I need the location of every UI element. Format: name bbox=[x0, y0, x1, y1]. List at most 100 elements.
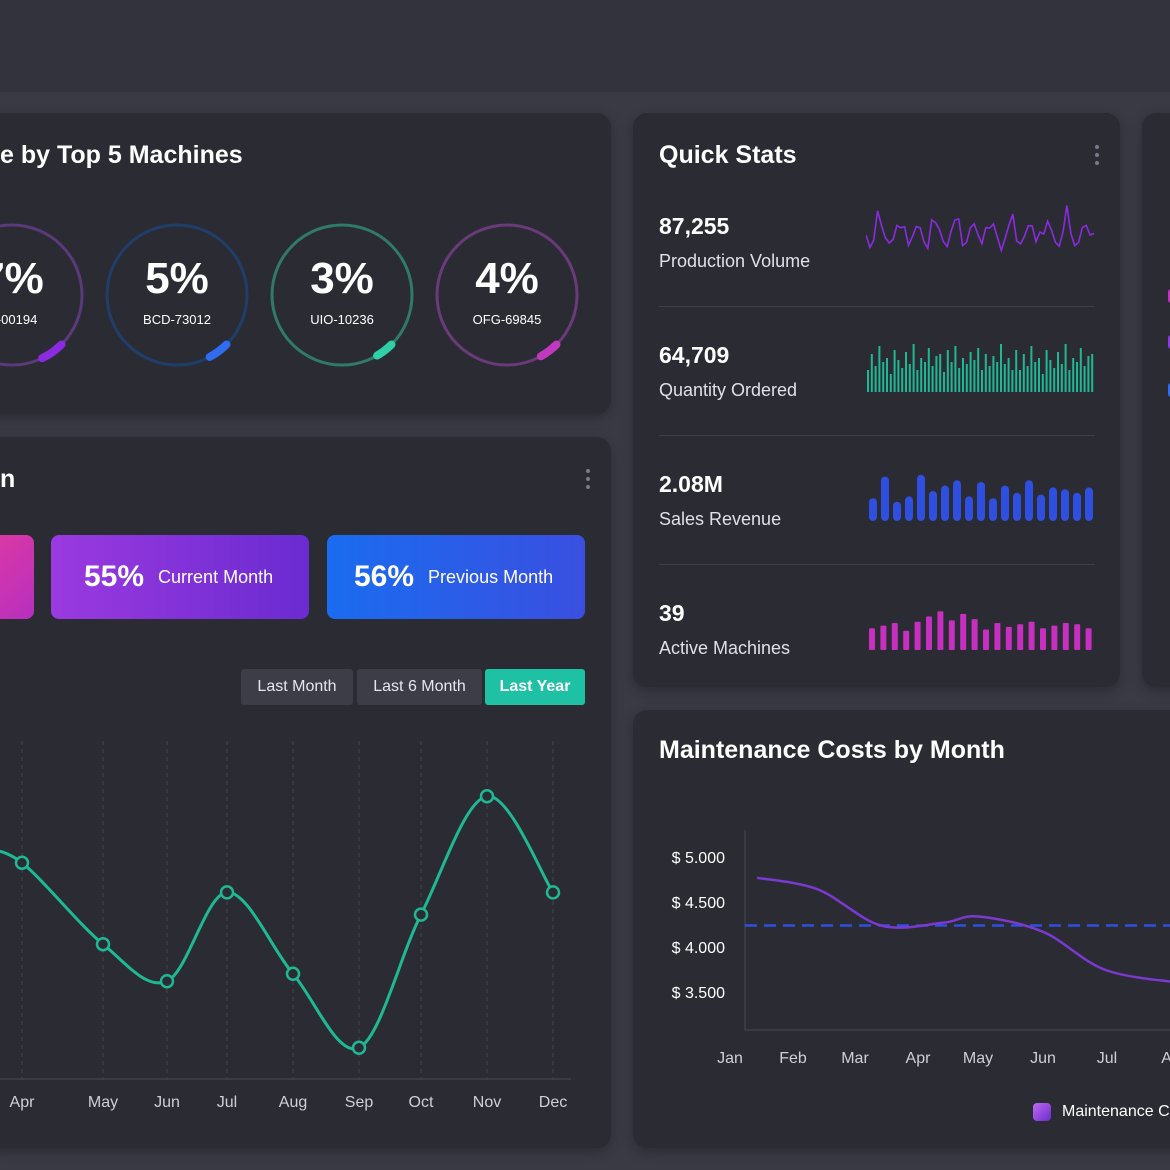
sparkline-bar bbox=[958, 368, 961, 392]
partial-marker-2 bbox=[1168, 335, 1170, 349]
sparkline-bar bbox=[943, 372, 945, 392]
sparkline-bar bbox=[1049, 487, 1057, 521]
sparkline-bar bbox=[969, 352, 972, 392]
trend-point bbox=[14, 855, 30, 871]
sparkline-bar bbox=[1000, 344, 1002, 392]
sparkline-bar bbox=[1083, 366, 1086, 392]
maintenance-x-tick: Apr bbox=[906, 1050, 932, 1067]
pill-current-label: Current Month bbox=[158, 566, 274, 587]
quick-stat-label: Quantity Ordered bbox=[659, 380, 798, 400]
sparkline-bar bbox=[1011, 370, 1014, 392]
quick-stat-sparkline bbox=[867, 344, 1094, 392]
sparkline-bar bbox=[1041, 374, 1044, 392]
sparkline-bar bbox=[996, 362, 999, 392]
trend-x-tick: Dec bbox=[539, 1094, 567, 1111]
trend-x-tick: Jun bbox=[154, 1094, 180, 1111]
sparkline-bar bbox=[1073, 492, 1081, 521]
trend-card: n 55% Current Month 56% Previous Month L… bbox=[0, 437, 611, 1148]
sparkline-bar bbox=[1003, 364, 1006, 392]
sparkline-bar bbox=[1061, 489, 1069, 521]
quick-stats-title: Quick Stats bbox=[659, 141, 797, 169]
sparkline-bar bbox=[917, 474, 925, 521]
sparkline-bar bbox=[929, 491, 937, 521]
trend-point bbox=[413, 907, 429, 922]
sparkline-bar bbox=[953, 480, 961, 521]
sparkline-bar bbox=[1051, 625, 1058, 650]
range-last-year[interactable]: Last Year bbox=[485, 669, 585, 705]
maintenance-x-tick: Mar bbox=[841, 1050, 869, 1067]
maintenance-y-tick: $ 5.000 bbox=[672, 850, 725, 867]
pill-current-month[interactable]: 55% Current Month bbox=[51, 535, 309, 619]
quick-stat-label: Sales Revenue bbox=[659, 509, 782, 529]
sparkline-bar bbox=[870, 354, 873, 392]
sparkline-bar bbox=[924, 362, 926, 392]
sparkline-bar bbox=[874, 366, 877, 392]
machine-ring-3: 3% UIO-10236 bbox=[267, 220, 417, 370]
maintenance-x-tick: Jan bbox=[717, 1050, 743, 1067]
quick-stat-sparkline bbox=[869, 611, 1092, 650]
trend-x-tick: Oct bbox=[409, 1094, 434, 1111]
sparkline-bar bbox=[988, 366, 991, 392]
maintenance-x-tick: May bbox=[963, 1050, 993, 1067]
quick-stat-value: 87,255 bbox=[659, 213, 730, 239]
machine-ring-4: 4% OFG-69845 bbox=[432, 220, 582, 370]
sparkline-bar bbox=[1038, 358, 1040, 392]
machines-card: e by Top 5 Machines 7% Q-00194 5% BCD-73012… bbox=[0, 113, 611, 414]
sparkline-bar bbox=[1074, 624, 1081, 650]
sparkline-bar bbox=[1017, 624, 1024, 650]
sparkline-bar bbox=[1064, 344, 1067, 392]
sparkline-bar bbox=[983, 629, 989, 650]
sparkline-bar bbox=[878, 346, 881, 392]
sparkline-bar bbox=[1045, 350, 1048, 392]
machine-ring-id: BCD-73012 bbox=[143, 312, 211, 327]
quick-stat-sparkline bbox=[866, 205, 1095, 254]
machine-ring-id: UIO-10236 bbox=[310, 312, 374, 327]
sparkline-bar bbox=[869, 628, 875, 650]
trend-x-tick: May bbox=[88, 1094, 118, 1111]
machine-ring-value: 7% bbox=[0, 254, 44, 303]
partial-marker-3 bbox=[1168, 383, 1170, 397]
trend-menu-icon[interactable] bbox=[586, 469, 590, 489]
trend-line-chart: Apr May Jun Jul Aug Sep Oct Nov Dec bbox=[0, 741, 571, 1111]
sparkline-bar bbox=[1025, 480, 1033, 521]
sparkline-bar bbox=[901, 368, 904, 392]
maintenance-line-chart: $ 5.000 $ 4.500 $ 4.000 $ 3.500 Jan Feb Mar Apr… bbox=[672, 830, 1170, 1067]
trend-card-title: n bbox=[0, 465, 16, 493]
sparkline-bar bbox=[1013, 492, 1021, 521]
sparkline-bar bbox=[893, 501, 901, 521]
sparkline-bar bbox=[1079, 348, 1082, 392]
machine-ring-arc-2 bbox=[205, 340, 231, 361]
trend-point bbox=[351, 1040, 367, 1056]
sparkline-bar bbox=[920, 358, 923, 392]
trend-x-tick: Aug bbox=[279, 1094, 307, 1111]
maintenance-y-tick: $ 4.500 bbox=[672, 895, 725, 912]
sparkline-bar bbox=[992, 356, 995, 392]
sparkline-bar bbox=[1034, 362, 1037, 392]
quick-stat-label: Production Volume bbox=[659, 251, 811, 271]
sparkline-bar bbox=[908, 364, 911, 392]
sparkline-bar bbox=[1015, 350, 1018, 392]
sparkline-bar bbox=[973, 360, 976, 392]
sparkline-bar bbox=[1062, 623, 1069, 650]
quick-stats-menu-icon[interactable] bbox=[1095, 145, 1099, 165]
pill-previous-month[interactable]: 56% Previous Month bbox=[327, 535, 585, 619]
sparkline-bar bbox=[984, 354, 987, 392]
sparkline-bar bbox=[882, 362, 885, 392]
pill-previous-value: 56% bbox=[354, 560, 415, 593]
sparkline-bar bbox=[1057, 352, 1059, 392]
sparkline-bar bbox=[1040, 628, 1046, 650]
trend-x-tick: Sep bbox=[345, 1094, 374, 1111]
trend-x-tick: Jul bbox=[217, 1094, 237, 1111]
quick-stat-divider bbox=[659, 306, 1095, 307]
machine-ring-id: Q-00194 bbox=[0, 312, 38, 327]
legend-swatch-icon bbox=[1033, 1103, 1051, 1121]
sparkline-bar bbox=[905, 352, 907, 392]
range-last-6-month[interactable]: Last 6 Month bbox=[357, 669, 482, 705]
sparkline-bar bbox=[960, 613, 967, 650]
sparkline-bar bbox=[941, 485, 949, 521]
trend-x-tick: Nov bbox=[473, 1094, 501, 1111]
sparkline-bar bbox=[950, 362, 953, 392]
range-last-month[interactable]: Last Month bbox=[241, 669, 353, 705]
sparkline-bar bbox=[1085, 628, 1092, 650]
quick-stat-value: 64,709 bbox=[659, 342, 730, 368]
